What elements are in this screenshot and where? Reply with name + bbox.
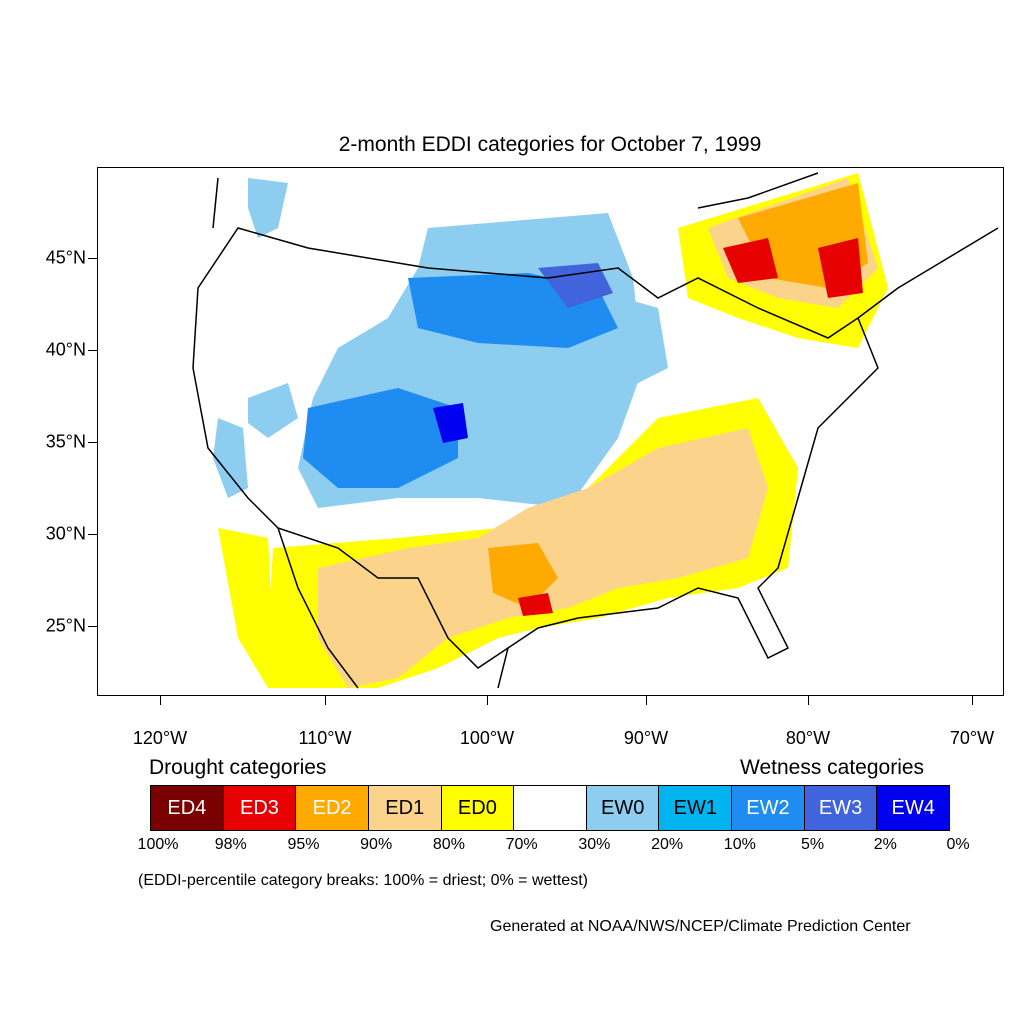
legend-box-ew1: EW1: [659, 786, 733, 830]
lat-tick: [88, 350, 97, 351]
legend-box-ew2: EW2: [732, 786, 805, 830]
lon-tick: [646, 696, 647, 705]
legend-break-label: 20%: [651, 836, 684, 853]
patch-ed3-texas: [518, 593, 553, 616]
patch-ed3-maine: [818, 238, 863, 298]
patch-ew0-west: [248, 383, 298, 438]
credit-line: Generated at NOAA/NWS/NCEP/Climate Predi…: [490, 918, 911, 935]
canada-outline: [212, 172, 999, 319]
legend-break-label: 70%: [505, 836, 538, 853]
lon-tick: [325, 696, 326, 705]
legend-box-ew0: EW0: [586, 786, 660, 830]
legend-box-ew4: EW4: [877, 786, 950, 830]
legend-drought-title: Drought categories: [149, 756, 327, 779]
legend-box-ed2: ED2: [296, 786, 369, 830]
legend-box-ed1: ED1: [368, 786, 442, 830]
mexico-outline: [277, 527, 509, 689]
legend-break-label: 98%: [214, 836, 247, 853]
patch-ew2-colorado: [303, 388, 458, 488]
lon-label-70w: 70°W: [949, 728, 995, 748]
lon-tick: [487, 696, 488, 705]
category-patches: [213, 173, 888, 688]
patch-ew2-minnesota: [538, 263, 613, 308]
legend-break-label: 95%: [287, 836, 320, 853]
patch-ew4-colorado: [433, 403, 468, 443]
lon-tick: [808, 696, 809, 705]
legend-break-label: 10%: [723, 836, 756, 853]
patch-ew0-coast: [213, 418, 248, 498]
lat-label-30n: 30°N: [45, 523, 86, 544]
map-title: 2-month EDDI categories for October 7, 1…: [338, 133, 762, 156]
category-legend: ED4 ED3 ED2 ED1 ED0 EW0 EW1 EW2 EW3 EW4: [150, 785, 950, 831]
legend-break-label: 0%: [946, 836, 970, 853]
category-note: (EDDI-percentile category breaks: 100% =…: [138, 872, 588, 889]
lat-tick: [88, 258, 97, 259]
legend-break-label: 100%: [137, 836, 179, 853]
patch-ed3-quebec: [723, 238, 778, 283]
lat-tick: [88, 442, 97, 443]
lat-label-45n: 45°N: [45, 247, 86, 268]
lon-tick: [160, 696, 161, 705]
legend-break-label: 30%: [578, 836, 611, 853]
legend-box-ew3: EW3: [804, 786, 878, 830]
us-outline: [192, 227, 879, 669]
patch-ed2-texas: [488, 543, 558, 608]
legend-box-ed4: ED4: [151, 786, 224, 830]
lon-label-80w: 80°W: [785, 728, 831, 748]
legend-break-label: 90%: [360, 836, 393, 853]
lat-label-25n: 25°N: [45, 615, 86, 636]
lon-label-120w: 120°W: [132, 728, 188, 748]
eddi-map: [97, 167, 1004, 696]
legend-box-ed3: ED3: [223, 786, 297, 830]
map-graphic: [192, 172, 999, 689]
legend-wetness-title: Wetness categories: [740, 756, 925, 779]
lat-tick: [88, 534, 97, 535]
patch-ed0-west: [218, 528, 298, 688]
legend-box-neutral: [514, 786, 587, 830]
legend-break-label: 80%: [432, 836, 465, 853]
map-outlines: [192, 172, 999, 689]
legend-break-label: 2%: [873, 836, 897, 853]
lat-tick: [88, 626, 97, 627]
lon-label-90w: 90°W: [623, 728, 669, 748]
lon-tick: [972, 696, 973, 705]
lon-label-100w: 100°W: [459, 728, 515, 748]
lon-label-110w: 110°W: [298, 728, 352, 748]
patch-ew0-northwest: [248, 178, 288, 238]
lat-label-40n: 40°N: [45, 339, 86, 360]
legend-box-ed0: ED0: [441, 786, 515, 830]
lat-label-35n: 35°N: [45, 431, 86, 452]
legend-break-label: 5%: [800, 836, 825, 853]
